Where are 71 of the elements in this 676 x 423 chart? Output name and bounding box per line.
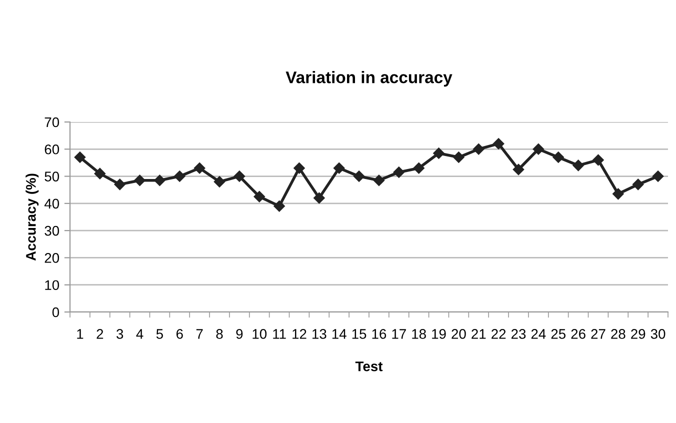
y-tick-label: 20 [44, 253, 60, 263]
point [333, 162, 345, 174]
x-tick-label: 13 [312, 329, 326, 339]
x-tick-label: 26 [571, 329, 586, 339]
x-tick-label: 1 [77, 329, 84, 339]
x-tick-label: 6 [176, 329, 183, 339]
point [154, 174, 166, 186]
point [572, 160, 584, 172]
point [353, 170, 365, 182]
point [174, 170, 186, 182]
x-tick-label: 25 [551, 329, 566, 339]
x-tick-label: 14 [332, 329, 346, 339]
y-tick-label: 40 [44, 198, 60, 209]
x-tick-label: 18 [412, 329, 426, 339]
point [652, 170, 664, 182]
x-tick-label: 22 [492, 329, 506, 339]
point [134, 174, 146, 186]
y-tick-label: 70 [44, 117, 60, 128]
x-tick-label: 8 [216, 329, 223, 339]
point [114, 178, 126, 190]
point [194, 162, 206, 174]
point [552, 152, 564, 163]
chart-title: Variation in accuracy [286, 71, 452, 87]
x-tick-label: 9 [236, 329, 243, 339]
x-tick-label: 15 [352, 329, 366, 339]
point [632, 178, 644, 190]
y-tick-label: 0 [52, 307, 60, 318]
x-tick-label: 7 [196, 329, 203, 339]
x-axis-title: Test [355, 362, 383, 372]
x-tick-label: 27 [591, 329, 606, 339]
point [592, 154, 604, 166]
point [473, 144, 484, 155]
y-tick-label: 60 [44, 144, 60, 154]
x-tick-label: 30 [650, 329, 666, 339]
x-tick-label: 17 [392, 329, 406, 339]
x-tick-label: 10 [252, 329, 267, 339]
x-tick-label: 19 [432, 329, 446, 339]
point [74, 152, 86, 163]
x-tick-label: 23 [511, 329, 526, 339]
y-tick-label: 50 [44, 172, 60, 182]
point [393, 166, 405, 178]
point [234, 170, 246, 182]
x-tick-label: 11 [273, 329, 286, 339]
point [373, 174, 385, 186]
point [314, 192, 325, 204]
x-tick-label: 21 [472, 329, 486, 339]
y-tick-label: 10 [45, 280, 60, 290]
point [612, 188, 624, 200]
x-tick-label: 4 [136, 329, 144, 339]
point [433, 148, 444, 159]
point [294, 162, 305, 174]
point [413, 162, 424, 174]
x-tick-label: 3 [116, 329, 124, 339]
point [274, 200, 285, 212]
point [254, 191, 265, 202]
point [453, 152, 464, 163]
x-tick-label: 20 [452, 329, 466, 339]
y-axis-title: Accuracy (%) [26, 174, 39, 261]
x-tick-label: 28 [611, 329, 626, 339]
point [214, 176, 226, 188]
x-tick-label: 24 [531, 329, 546, 339]
x-tick-label: 5 [156, 329, 163, 339]
point [532, 144, 544, 155]
point [512, 164, 524, 176]
x-tick-label: 2 [96, 329, 104, 339]
y-tick-label: 30 [44, 226, 60, 236]
point [492, 138, 504, 150]
x-tick-label: 16 [372, 329, 386, 339]
x-tick-label: 29 [631, 329, 646, 339]
point [94, 168, 106, 180]
x-tick-label: 12 [292, 329, 306, 339]
